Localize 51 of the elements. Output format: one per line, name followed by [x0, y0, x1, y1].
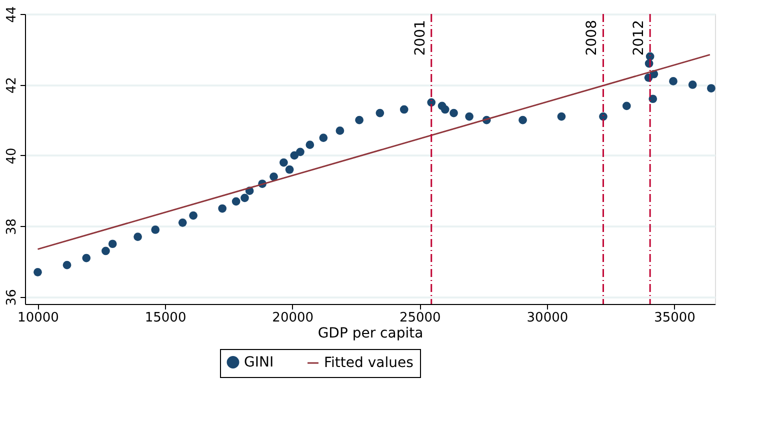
- point: [355, 116, 364, 124]
- point: [82, 254, 91, 262]
- x-tick-label: 10000: [18, 310, 59, 326]
- point: [465, 112, 474, 121]
- point: [622, 102, 631, 110]
- point: [285, 165, 294, 174]
- point: [319, 134, 328, 142]
- point: [189, 211, 198, 220]
- point: [151, 226, 160, 234]
- y-tick-label: 38: [4, 218, 20, 235]
- point: [34, 268, 42, 276]
- point: [440, 105, 450, 114]
- point: [669, 77, 678, 86]
- point: [178, 218, 187, 227]
- annotation: 2008: [584, 20, 600, 56]
- x-tick-label: 15000: [144, 310, 186, 326]
- x-tick-label: 20000: [272, 310, 314, 326]
- point: [707, 84, 716, 92]
- point: [270, 172, 278, 181]
- y-tick-label: 36: [4, 289, 20, 306]
- point: [688, 80, 697, 89]
- y-tick-label: 40: [4, 148, 20, 164]
- point: [108, 240, 117, 248]
- x-tick-label: 30000: [526, 310, 568, 326]
- y-tick-label: 44: [4, 6, 20, 23]
- point: [306, 140, 314, 150]
- point: [376, 108, 384, 118]
- point: [557, 112, 566, 121]
- point: [646, 52, 654, 61]
- point: [518, 116, 527, 124]
- point: [280, 158, 288, 167]
- point: [240, 194, 249, 202]
- legend-label: Fitted values: [324, 355, 414, 371]
- legend-label: GINI: [244, 354, 274, 370]
- x-tick-label: 25000: [399, 310, 441, 326]
- point: [648, 94, 658, 104]
- point: [232, 197, 240, 206]
- point: [296, 148, 304, 156]
- point: [102, 246, 110, 256]
- point: [599, 112, 608, 121]
- point: [450, 108, 458, 118]
- point: [218, 204, 227, 213]
- annotation: 2001: [412, 20, 428, 56]
- point: [62, 260, 72, 270]
- x-tick-label: 35000: [654, 310, 696, 326]
- point: [336, 126, 344, 135]
- x-axis-title: GDP per capita: [318, 326, 424, 342]
- y-tick-label: 42: [4, 76, 20, 94]
- point: [134, 232, 142, 241]
- point: [400, 105, 408, 114]
- annotation: 2012: [631, 20, 648, 56]
